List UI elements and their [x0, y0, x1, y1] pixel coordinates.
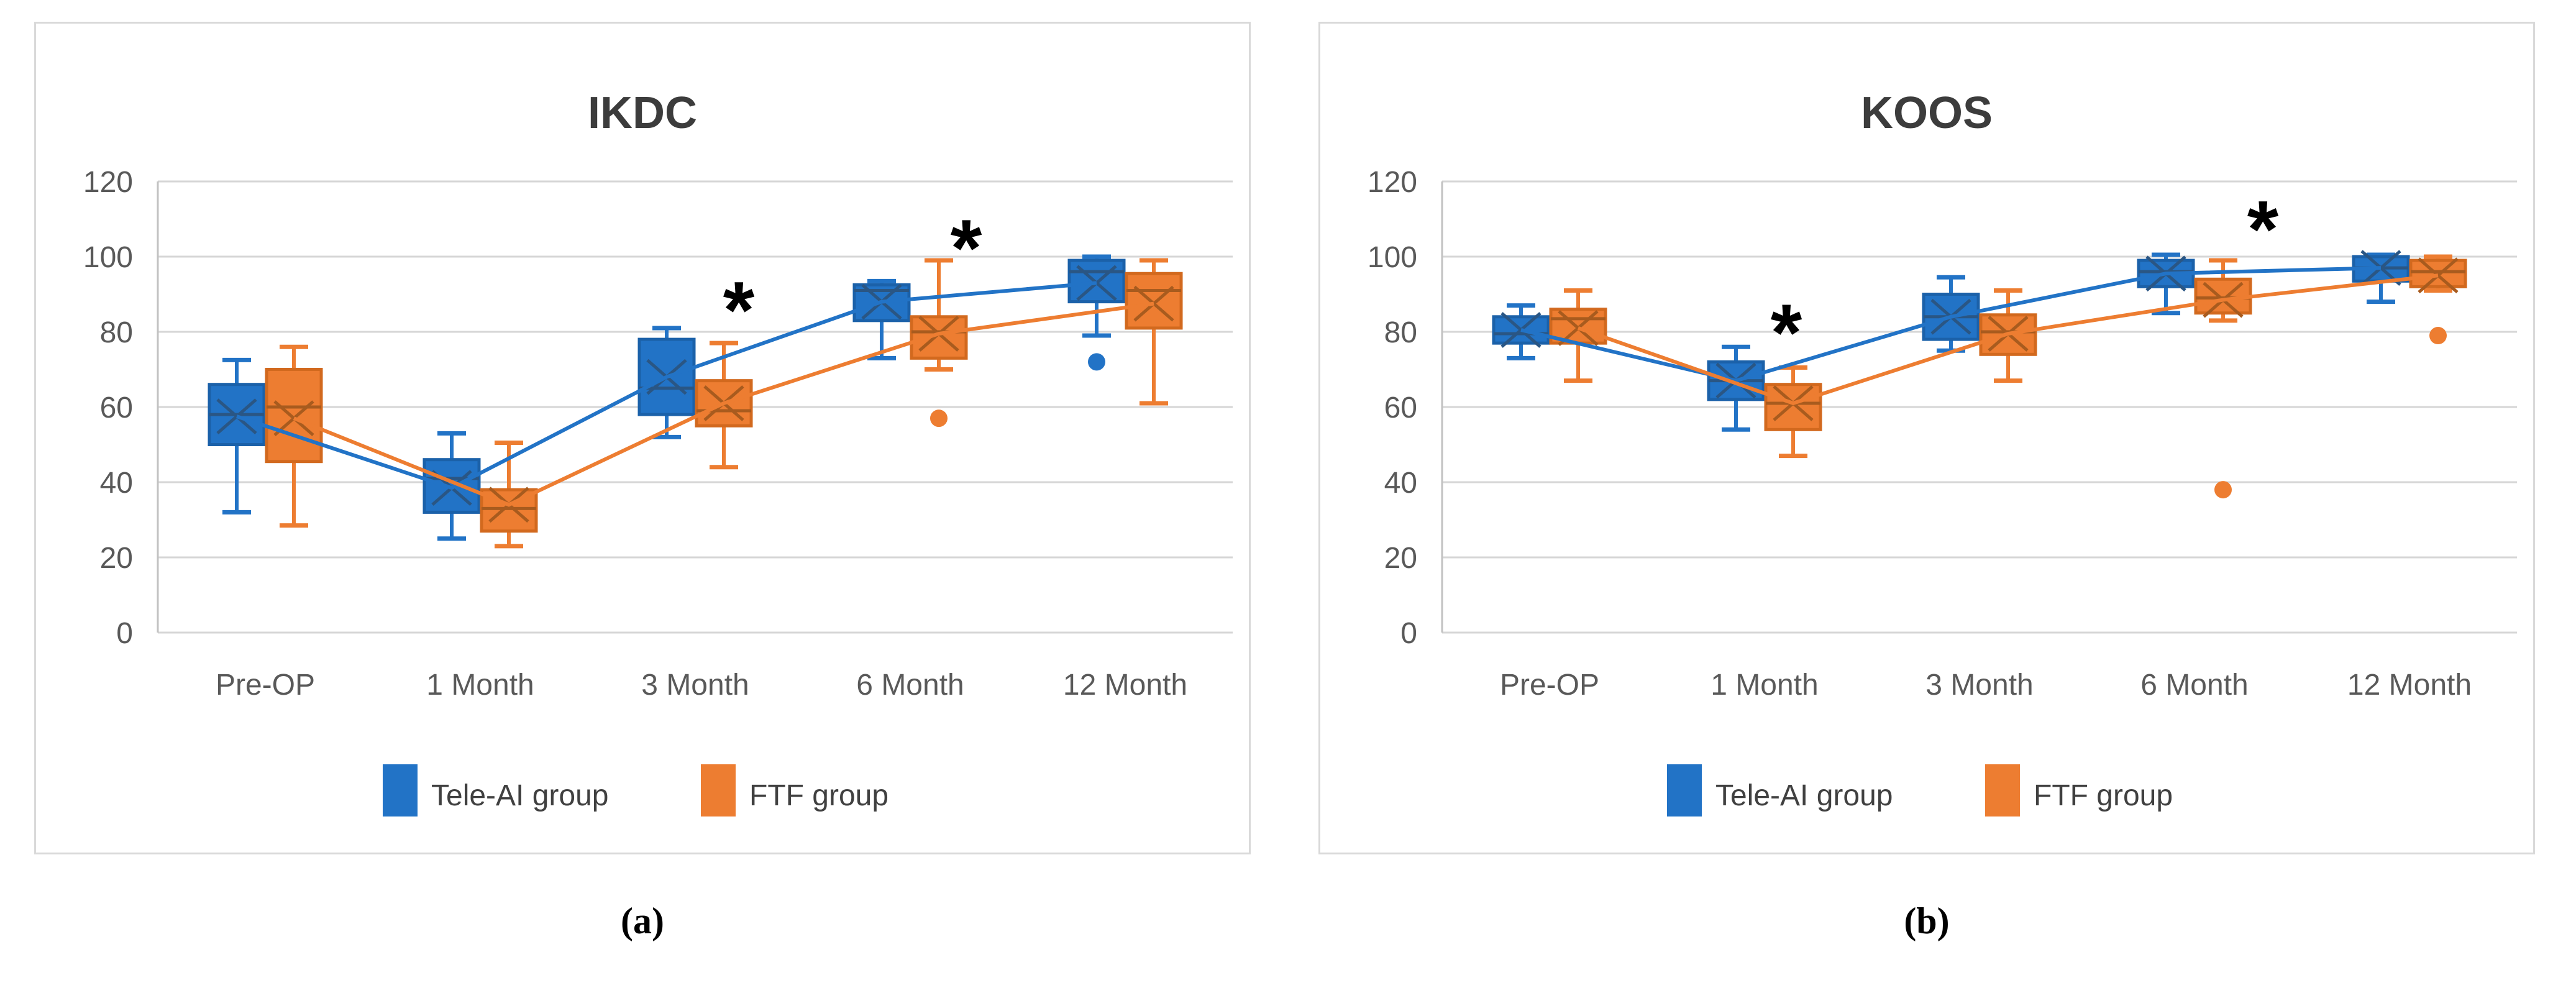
legend-koos: Tele-AI group FTF group [1667, 764, 2173, 816]
legend-ikdc: Tele-AI group FTF group [383, 764, 888, 816]
category-label-pre-op: Pre-OP [1500, 669, 1599, 702]
y-tick-label-120: 120 [1368, 166, 1417, 199]
mean-trend-line-tele-ai-group [1520, 266, 2382, 383]
legend-label-tele-ai: Tele-AI group [1715, 779, 1893, 812]
box-ftf-group-12-month [1125, 258, 1183, 406]
mean-trend-line-ftf-group [1578, 273, 2439, 406]
category-label-12-month: 12 Month [1063, 669, 1187, 702]
legend-label-ftf: FTF group [2034, 779, 2173, 812]
y-tick-label-40: 40 [100, 467, 133, 500]
boxplot-chart-ikdc: IKDC 0 20 40 60 80 100 120 Pre-OP 1 Month 3 Month… [83, 88, 1233, 816]
legend-label-tele-ai: Tele-AI group [431, 779, 609, 812]
legend-swatch-ftf [701, 764, 736, 816]
y-tick-label-20: 20 [100, 542, 133, 575]
category-label-12-month: 12 Month [2347, 669, 2472, 702]
outlier-dot-ftf-group-6-month [2214, 481, 2232, 499]
outlier-dot-ftf-group-6-month [930, 409, 948, 428]
mean-trend-line-tele-ai-group [236, 281, 1097, 490]
iqr-box [265, 368, 323, 464]
y-tick-label-100: 100 [1368, 241, 1417, 274]
chart-title-koos: KOOS [1861, 88, 1993, 138]
category-label-1-month: 1 Month [1710, 669, 1818, 702]
outlier-dot-ftf-group-12-month [2429, 327, 2447, 345]
plot-area-ikdc: 0 20 40 60 80 100 120 Pre-OP 1 Month 3 Month 6 Mon… [83, 166, 1233, 702]
box-tele-ai-group-12-month [2352, 250, 2410, 304]
y-tick-label-60: 60 [1384, 391, 1417, 424]
box-tele-ai-group-pre-op [208, 357, 266, 515]
significance-asterisk-6-month: * [951, 203, 982, 293]
y-tick-label-120: 120 [83, 166, 133, 199]
iqr-box [910, 315, 968, 360]
chart-panel-koos: KOOS 0 20 40 60 80 100 120 Pre-OP 1 Month 3 Month… [1318, 22, 2535, 854]
significance-asterisk-6-month: * [2247, 184, 2279, 275]
category-label-3-month: 3 Month [1925, 669, 2033, 702]
plot-area-koos: 0 20 40 60 80 100 120 Pre-OP 1 Month 3 Month 6 Mon… [1368, 166, 2517, 702]
box-ftf-group-6-month [2194, 258, 2252, 323]
category-label-pre-op: Pre-OP [216, 669, 315, 702]
significance-asterisk-1-month: * [1771, 287, 1802, 378]
chart-panel-ikdc: IKDC 0 20 40 60 80 100 120 Pre-OP 1 Month 3 Month… [34, 22, 1251, 854]
category-label-1-month: 1 Month [426, 669, 534, 702]
series-tele-ai-group [1492, 250, 2410, 432]
legend-swatch-tele-ai [383, 764, 418, 816]
legend-label-ftf: FTF group [749, 779, 888, 812]
legend-swatch-tele-ai [1667, 764, 1702, 816]
y-tick-label-100: 100 [83, 241, 133, 274]
y-tick-label-0: 0 [1400, 617, 1417, 650]
significance-asterisk-3-month: * [723, 265, 755, 355]
y-tick-label-60: 60 [100, 391, 133, 424]
category-label-6-month: 6 Month [2140, 669, 2248, 702]
panel-caption-b: (b) [1904, 900, 1950, 941]
y-tick-label-20: 20 [1384, 542, 1417, 575]
box-ftf-group-1-month [1764, 365, 1822, 459]
chart-title-ikdc: IKDC [588, 88, 697, 138]
category-label-3-month: 3 Month [641, 669, 749, 702]
iqr-box [2409, 258, 2467, 288]
y-tick-label-40: 40 [1384, 467, 1417, 500]
y-tick-label-0: 0 [116, 617, 133, 650]
boxplot-chart-koos: KOOS 0 20 40 60 80 100 120 Pre-OP 1 Month 3 Month… [1368, 88, 2517, 816]
panel-caption-a: (a) [621, 900, 664, 941]
iqr-box [1764, 383, 1822, 431]
outlier-dot-tele-ai-group-12-month [1088, 353, 1105, 371]
series-tele-ai-group [208, 254, 1126, 541]
box-tele-ai-group-12-month [1067, 254, 1126, 338]
mean-marker [1500, 312, 1541, 348]
y-tick-label-80: 80 [100, 316, 133, 349]
box-tele-ai-group-3-month [1922, 275, 1980, 353]
legend-swatch-ftf [1985, 764, 2020, 816]
box-ftf-group-12-month [2409, 254, 2467, 294]
mean-trend-line-ftf-group [293, 301, 1154, 507]
category-label-6-month: 6 Month [856, 669, 964, 702]
box-tele-ai-group-3-month [637, 326, 696, 439]
y-tick-label-80: 80 [1384, 316, 1417, 349]
